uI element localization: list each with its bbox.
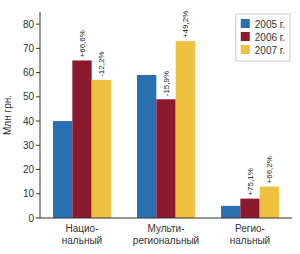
y-tick <box>36 145 40 146</box>
bars <box>53 41 279 218</box>
x-tick-label-line: нальный <box>230 235 270 246</box>
y-tick-label: 30 <box>23 140 35 151</box>
y-tick-label: 70 <box>23 43 35 54</box>
annotation: +49,2% <box>181 11 190 38</box>
x-tick-label-line: нальный <box>62 235 102 246</box>
x-tick-label: Нацио-нальный <box>62 223 102 246</box>
y-tick-label: 20 <box>23 164 35 175</box>
y-tick <box>36 24 40 25</box>
x-tick-label: Регио-нальный <box>230 223 270 246</box>
chart: +66,6% -15,9% +75,1% -12,2% +49,2% +66,2% 0 10 2… <box>0 0 300 254</box>
bar <box>53 121 72 218</box>
y-tick <box>36 121 40 122</box>
legend-swatch <box>241 45 250 54</box>
y-axis-label: Млн грн. <box>2 95 13 135</box>
chart-container: +66,6% -15,9% +75,1% -12,2% +49,2% +66,2% 0 10 2… <box>0 0 300 254</box>
y-tick <box>36 169 40 170</box>
annotation: +75,1% <box>246 168 255 195</box>
bar <box>221 206 240 218</box>
y-tick-label: 40 <box>23 116 35 127</box>
x-tick-label-line: региональный <box>133 235 199 246</box>
x-tick-label-line: Регио- <box>235 223 265 234</box>
y-tick-label: 80 <box>23 19 35 30</box>
legend-swatch <box>241 32 250 41</box>
annotation: +66,2% <box>265 156 274 183</box>
legend-swatch <box>241 19 250 28</box>
x-tick-label-line: Мульти- <box>148 223 185 234</box>
y-tick <box>36 96 40 97</box>
legend-label: 2005 г. <box>255 19 285 30</box>
y-axis <box>40 12 41 218</box>
annotation: +66,6% <box>78 30 87 57</box>
x-tick-label-line: Нацио- <box>66 223 99 234</box>
y-tick-label: 0 <box>28 213 34 224</box>
bar <box>92 80 111 218</box>
legend-box <box>236 14 290 61</box>
x-axis <box>40 218 292 219</box>
bar <box>260 186 279 218</box>
y-tick <box>36 193 40 194</box>
bar <box>176 41 195 218</box>
legend: 2005 г. 2006 г. 2007 г. <box>236 14 290 61</box>
annotation: -15,9% <box>162 71 171 96</box>
y-tick-label: 50 <box>23 91 35 102</box>
y-tick-label: 60 <box>23 67 35 78</box>
annotation: -12,2% <box>97 51 106 76</box>
y-tick <box>36 218 40 219</box>
bar <box>72 60 91 218</box>
bar <box>240 199 259 218</box>
bar <box>137 75 156 218</box>
y-tick-label: 10 <box>23 188 35 199</box>
y-tick <box>36 72 40 73</box>
x-tick-label: Мульти-региональный <box>133 223 199 246</box>
legend-label: 2006 г. <box>255 32 285 43</box>
legend-label: 2007 г. <box>255 45 285 56</box>
y-tick <box>36 48 40 49</box>
bar <box>156 99 175 218</box>
